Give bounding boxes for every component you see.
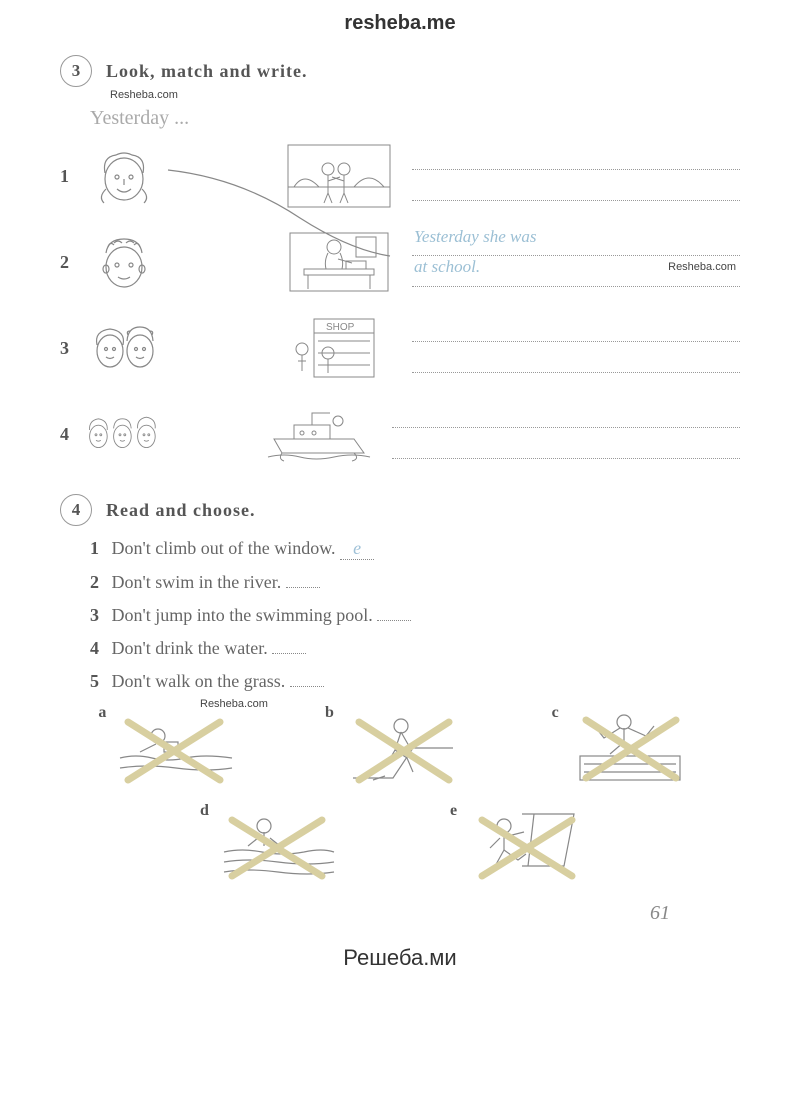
list-item: 1 Don't climb out of the window. e bbox=[90, 538, 740, 560]
prohibition-icon bbox=[468, 806, 588, 886]
watermark: Resheba.com bbox=[668, 261, 736, 273]
item-number: 5 bbox=[90, 671, 99, 691]
lead-text: Yesterday ... bbox=[90, 107, 740, 130]
picture-row: Resheba.com a b bbox=[60, 704, 740, 794]
scene-icon: SHOP bbox=[284, 313, 394, 383]
exercise-title: Look, match and write. bbox=[106, 61, 308, 82]
picture-row: d e bbox=[60, 802, 740, 892]
face-icon bbox=[84, 145, 164, 207]
list-item: 2 Don't swim in the river. bbox=[90, 572, 740, 593]
item-number: 4 bbox=[90, 638, 99, 658]
handwritten-answer: at school. bbox=[414, 257, 480, 277]
row-number: 3 bbox=[60, 338, 84, 359]
row-number: 1 bbox=[60, 166, 84, 187]
scene-icon bbox=[264, 399, 374, 469]
watermark: Resheba.com bbox=[110, 89, 740, 101]
prohibition-icon bbox=[570, 708, 690, 788]
answer-lines bbox=[392, 403, 740, 465]
row-number: 4 bbox=[60, 424, 84, 445]
content: 3 Look, match and write. Resheba.com Yes… bbox=[0, 55, 800, 925]
list-item: 3 Don't jump into the swimming pool. bbox=[90, 605, 740, 626]
item-answer: e bbox=[353, 538, 361, 558]
picture-cell: a bbox=[98, 704, 248, 794]
exercise-number-circle: 4 bbox=[60, 494, 92, 526]
exercise-header: 4 Read and choose. bbox=[60, 494, 740, 526]
picture-cell: c bbox=[552, 704, 702, 794]
page-number: 61 bbox=[60, 902, 740, 925]
scene-icon bbox=[284, 141, 394, 211]
page: resheba.me 3 Look, match and write. Resh… bbox=[0, 0, 800, 983]
picture-letter: e bbox=[450, 802, 457, 820]
match-row: 2 bbox=[60, 226, 740, 298]
list-item: 5 Don't walk on the grass. bbox=[90, 671, 740, 692]
item-number: 1 bbox=[90, 538, 99, 558]
match-row: 4 bbox=[60, 398, 740, 470]
exercise-3: 3 Look, match and write. Resheba.com Yes… bbox=[60, 55, 740, 470]
prohibition-icon bbox=[343, 708, 463, 788]
item-number: 2 bbox=[90, 572, 99, 592]
row-number: 2 bbox=[60, 252, 84, 273]
answer-lines bbox=[412, 317, 740, 379]
picture-letter: d bbox=[200, 802, 209, 820]
item-text: Don't drink the water. bbox=[112, 638, 268, 658]
item-number: 3 bbox=[90, 605, 99, 625]
item-text: Don't swim in the river. bbox=[112, 572, 282, 592]
top-header: resheba.me bbox=[0, 0, 800, 55]
list-item: 4 Don't drink the water. bbox=[90, 638, 740, 659]
handwritten-answer: Yesterday she was bbox=[414, 227, 536, 247]
picture-letter: a bbox=[98, 704, 106, 722]
match-row: 1 bbox=[60, 140, 740, 212]
bottom-footer: Решеба.ми bbox=[0, 925, 800, 983]
answer-lines: Yesterday she was at school. Resheba.com bbox=[412, 231, 740, 293]
picture-cell: e bbox=[450, 802, 600, 892]
prohibition-icon bbox=[218, 806, 338, 886]
exercise-number-circle: 3 bbox=[60, 55, 92, 87]
picture-cell: d bbox=[200, 802, 350, 892]
match-rows: 1 bbox=[60, 140, 740, 470]
exercise-title: Read and choose. bbox=[106, 500, 256, 521]
exercise-4: 4 Read and choose. 1 Don't climb out of … bbox=[60, 494, 740, 892]
exercise-header: 3 Look, match and write. bbox=[60, 55, 740, 87]
prohibition-icon bbox=[116, 708, 236, 788]
item-text: Don't jump into the swimming pool. bbox=[112, 605, 373, 625]
face-icon bbox=[84, 403, 164, 465]
scene-icon bbox=[284, 227, 394, 297]
picture-cell: b bbox=[325, 704, 475, 794]
svg-text:SHOP: SHOP bbox=[326, 322, 355, 333]
item-text: Don't walk on the grass. bbox=[112, 671, 286, 691]
picture-letter: b bbox=[325, 704, 334, 722]
item-text: Don't climb out of the window. bbox=[112, 538, 336, 558]
answer-lines bbox=[412, 145, 740, 207]
face-icon bbox=[84, 317, 164, 379]
picture-letter: c bbox=[552, 704, 559, 722]
match-row: 3 bbox=[60, 312, 740, 384]
face-icon bbox=[84, 231, 164, 293]
